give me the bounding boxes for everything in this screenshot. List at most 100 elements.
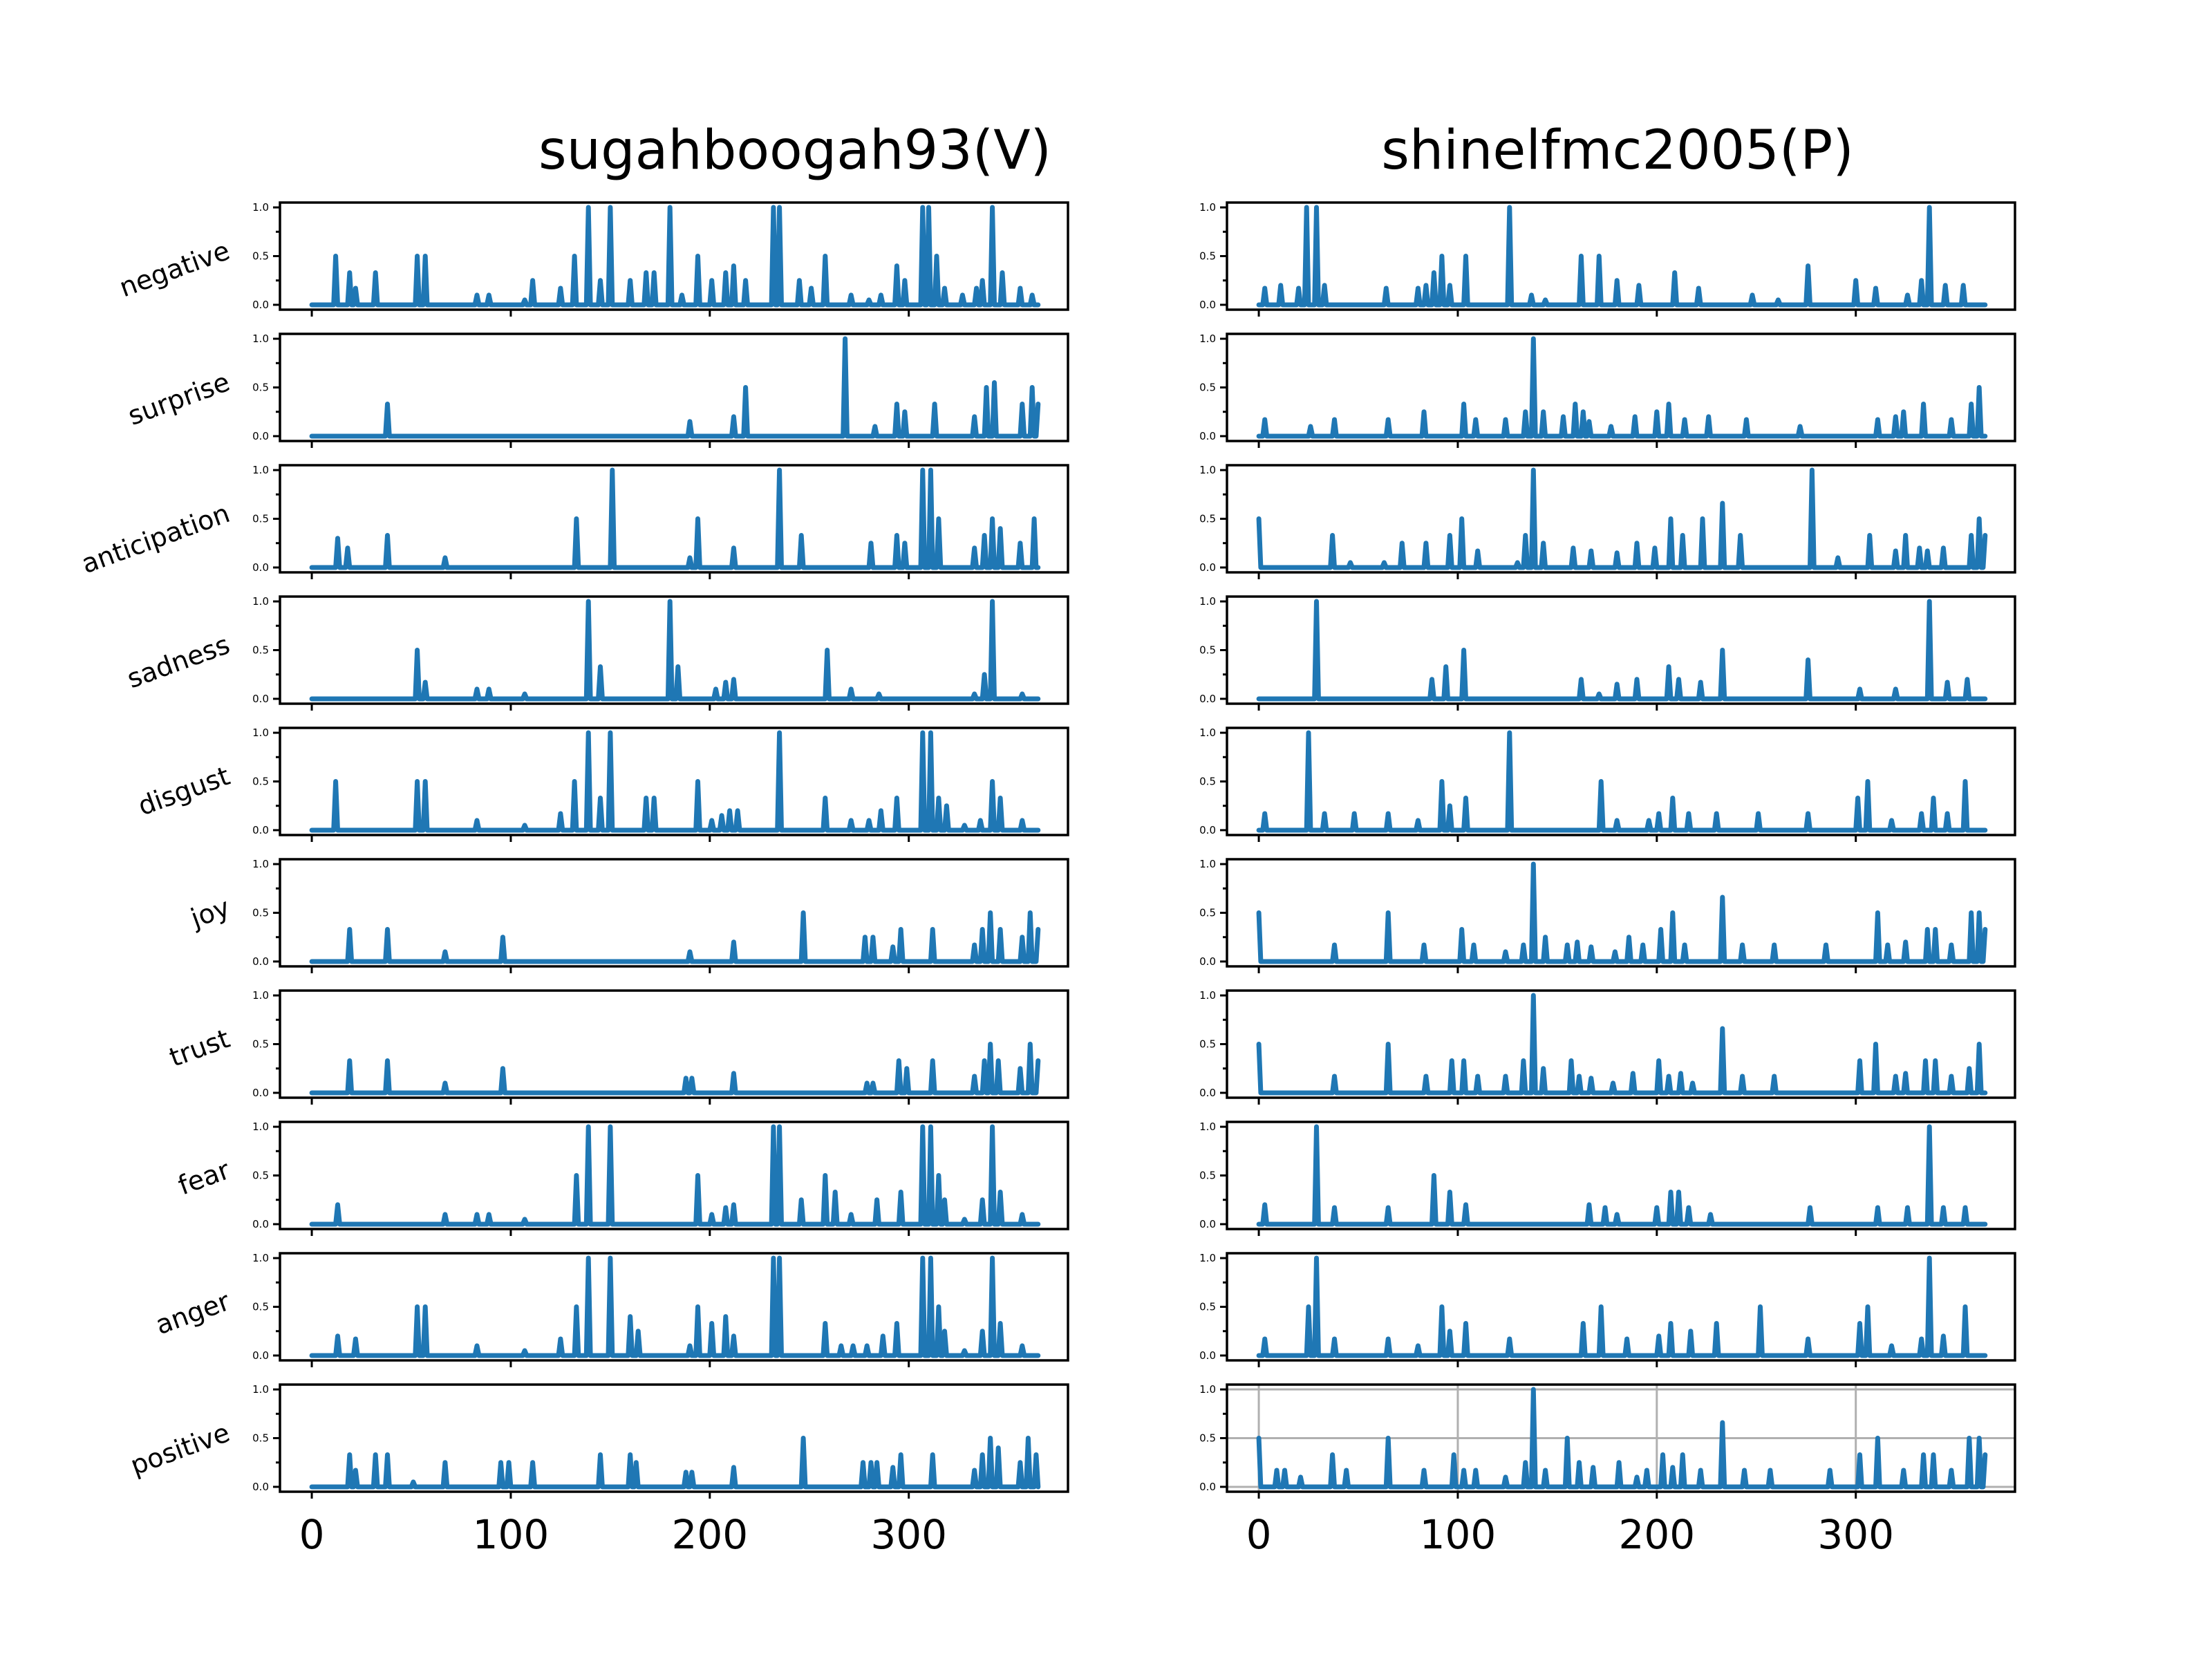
y-tick-label: 1.0 (252, 201, 269, 214)
y-tick-label: 0.0 (1199, 561, 1216, 574)
y-tick-label: 1.0 (252, 989, 269, 1002)
y-tick-label: 0.0 (252, 824, 269, 836)
panel-shinelfmc2005-p-joy: 0.0 0.5 1.0 (1199, 858, 2016, 973)
y-tick-label: 0.0 (1199, 1087, 1216, 1099)
y-tick-label: 1.0 (252, 332, 269, 345)
y-tick-label: 0.0 (1199, 955, 1216, 968)
y-tick-label: 0.5 (1199, 907, 1216, 919)
y-tick-label: 1.0 (1199, 464, 1216, 476)
y-tick-label: 0.0 (252, 561, 269, 574)
panel-shinelfmc2005-p-negative: 0.0 0.5 1.0 (1199, 201, 2016, 317)
x-tick-label: 0 (299, 1511, 325, 1558)
y-tick-label: 1.0 (252, 727, 269, 739)
y-tick-label: 0.5 (252, 776, 269, 788)
series-line-anticipation (309, 467, 1041, 570)
y-tick-label: 0.0 (1199, 430, 1216, 442)
series-line-sadness (1256, 599, 1988, 702)
y-tick-label: 0.5 (1199, 1038, 1216, 1051)
y-tick-label: 1.0 (252, 1252, 269, 1264)
series-line-positive (1256, 1387, 1988, 1490)
x-tick-label: 300 (1817, 1511, 1894, 1558)
y-tick-label: 0.5 (1199, 1301, 1216, 1313)
y-tick-label: 0.0 (1199, 693, 1216, 705)
y-tick-label: 0.0 (1199, 824, 1216, 836)
series-line-fear (309, 1124, 1041, 1227)
y-tick-label: 1.0 (252, 464, 269, 476)
panel-shinelfmc2005-p-disgust: 0.0 0.5 1.0 (1199, 727, 2016, 842)
x-tick-label: 100 (1420, 1511, 1497, 1558)
y-tick-label: 1.0 (1199, 1383, 1216, 1396)
y-tick-label: 0.0 (252, 299, 269, 311)
y-tick-label: 1.0 (252, 595, 269, 608)
series-line-joy (309, 910, 1041, 964)
series-line-surprise (309, 336, 1041, 439)
panel-shinelfmc2005-p-fear: 0.0 0.5 1.0 (1199, 1121, 2016, 1236)
panel-shinelfmc2005-p-anger: 0.0 0.5 1.0 (1199, 1252, 2016, 1367)
y-tick-label: 0.5 (1199, 776, 1216, 788)
y-tick-label: 1.0 (252, 1121, 269, 1133)
y-tick-label: 1.0 (1199, 858, 1216, 870)
y-tick-label: 1.0 (1199, 989, 1216, 1002)
series-line-anger (309, 1255, 1041, 1358)
y-tick-label: 0.5 (252, 1038, 269, 1051)
series-line-joy (1256, 861, 1988, 964)
x-tick-label: 200 (1618, 1511, 1695, 1558)
y-tick-label: 1.0 (1199, 1252, 1216, 1264)
y-tick-label: 1.0 (252, 1383, 269, 1396)
y-tick-label: 0.5 (1199, 644, 1216, 657)
y-tick-label: 0.5 (252, 1170, 269, 1182)
panel-shinelfmc2005-p-anticipation: 0.0 0.5 1.0 (1199, 464, 2016, 579)
y-tick-label: 0.0 (1199, 299, 1216, 311)
y-tick-label: 0.5 (252, 1432, 269, 1445)
y-tick-label: 0.5 (1199, 1432, 1216, 1445)
series-line-positive (309, 1436, 1041, 1490)
series-line-sadness (309, 599, 1041, 702)
y-tick-label: 0.5 (252, 644, 269, 657)
series-line-anticipation (1256, 467, 1988, 570)
y-tick-label: 0.5 (252, 250, 269, 263)
y-tick-label: 0.0 (1199, 1481, 1216, 1493)
y-tick-label: 0.0 (252, 955, 269, 968)
x-tick-label: 200 (671, 1511, 748, 1558)
column-title-left: sugahboogah93(V) (538, 120, 1051, 182)
y-tick-label: 1.0 (1199, 1121, 1216, 1133)
series-line-disgust (309, 730, 1041, 833)
panel-shinelfmc2005-p-sadness: 0.0 0.5 1.0 (1199, 595, 2016, 711)
y-tick-label: 0.5 (1199, 513, 1216, 525)
y-tick-label: 0.0 (1199, 1349, 1216, 1362)
y-tick-label: 0.0 (252, 430, 269, 442)
panels-group: 0.00.51.0negative0.00.51.0surprise0.00.5… (77, 201, 2016, 1558)
series-line-disgust (1256, 730, 1988, 833)
series-line-fear (1256, 1124, 1988, 1227)
y-tick-label: 0.5 (1199, 382, 1216, 394)
series-line-negative (309, 205, 1041, 308)
y-tick-label: 0.0 (252, 1481, 269, 1493)
series-line-surprise (1256, 336, 1988, 439)
series-line-anger (1256, 1255, 1988, 1358)
y-tick-label: 0.0 (252, 1218, 269, 1230)
y-tick-label: 0.5 (252, 1301, 269, 1313)
y-tick-label: 0.5 (1199, 1170, 1216, 1182)
y-tick-label: 0.0 (252, 693, 269, 705)
y-tick-label: 1.0 (1199, 332, 1216, 345)
y-tick-label: 1.0 (1199, 201, 1216, 214)
y-tick-label: 0.5 (252, 513, 269, 525)
series-line-negative (1256, 205, 1988, 308)
y-tick-label: 0.5 (1199, 250, 1216, 263)
series-line-trust (1256, 993, 1988, 1096)
column-title-right: shinelfmc2005(P) (1381, 120, 1854, 182)
y-tick-label: 1.0 (1199, 595, 1216, 608)
x-tick-label: 100 (473, 1511, 550, 1558)
y-tick-label: 0.0 (252, 1349, 269, 1362)
panel-shinelfmc2005-p-trust: 0.0 0.5 1.0 (1199, 989, 2016, 1105)
x-tick-label: 0 (1246, 1511, 1272, 1558)
panel-shinelfmc2005-p-surprise: 0.0 0.5 1.0 (1199, 332, 2016, 448)
y-tick-label: 0.5 (252, 907, 269, 919)
y-tick-label: 0.5 (252, 382, 269, 394)
x-tick-label: 300 (870, 1511, 947, 1558)
panel-shinelfmc2005-p-positive: 0.0 0.5 1.0 0 100 200 300 (1199, 1383, 2016, 1558)
y-tick-label: 1.0 (1199, 727, 1216, 739)
y-tick-label: 0.0 (252, 1087, 269, 1099)
